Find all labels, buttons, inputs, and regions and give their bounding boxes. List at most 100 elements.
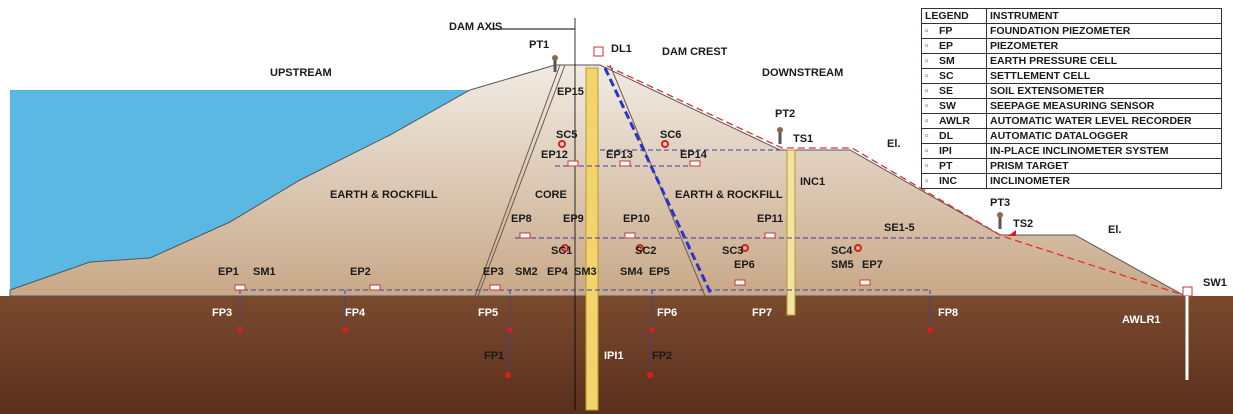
label: EP1	[218, 266, 239, 278]
legend-text: SOIL EXTENSOMETER	[990, 85, 1104, 97]
legend-icon: ▫	[925, 69, 939, 83]
label: SM5	[831, 259, 854, 271]
label: UPSTREAM	[270, 67, 332, 79]
legend-cell: AUTOMATIC WATER LEVEL RECORDER	[987, 114, 1222, 129]
legend-text: AUTOMATIC WATER LEVEL RECORDER	[990, 115, 1192, 127]
legend-row: ▫DL AUTOMATIC DATALOGGER	[922, 129, 1222, 144]
label: FP2	[652, 350, 672, 362]
legend-row: ▫IPI IN-PLACE INCLINOMETER SYSTEM	[922, 144, 1222, 159]
label: IPI1	[604, 350, 624, 362]
label: SC1	[551, 245, 572, 257]
legend-row: LEGEND INSTRUMENT	[922, 9, 1222, 24]
label: EP14	[680, 149, 708, 161]
legend-cell: ▫SC	[922, 69, 987, 84]
legend-cell: ▫SM	[922, 54, 987, 69]
legend-icon: ▫	[925, 99, 939, 113]
legend-cell: ▫INC	[922, 174, 987, 189]
label: DAM AXIS	[449, 21, 502, 33]
piezometer	[237, 327, 243, 333]
legend-cell: EARTH PRESSURE CELL	[987, 54, 1222, 69]
label: SM3	[574, 266, 597, 278]
page: DAM AXISPT1DL1DAM CRESTUPSTREAMDOWNSTREA…	[0, 0, 1233, 414]
label: SM4	[620, 266, 644, 278]
piezometer	[490, 285, 500, 290]
legend-cell: ▫SE	[922, 84, 987, 99]
legend-text: IPI	[939, 145, 952, 157]
legend-text: DL	[939, 130, 953, 142]
piezometer	[520, 233, 530, 238]
piezometer	[647, 372, 653, 378]
ipi-casing	[586, 68, 598, 410]
label: SE1-5	[884, 222, 915, 234]
label: SC2	[635, 245, 656, 257]
legend-icon: ▫	[925, 129, 939, 143]
legend-text: FOUNDATION PIEZOMETER	[990, 25, 1130, 37]
label: EP8	[511, 213, 532, 225]
label: EP3	[483, 266, 504, 278]
label: EP13	[606, 149, 633, 161]
legend-icon: ▫	[925, 174, 939, 188]
legend-cell: IN-PLACE INCLINOMETER SYSTEM	[987, 144, 1222, 159]
legend-text: INC	[939, 175, 957, 187]
legend-cell: PRISM TARGET	[987, 159, 1222, 174]
label: TS2	[1013, 218, 1033, 230]
label: AWLR1	[1122, 314, 1161, 326]
legend-cell: PIEZOMETER	[987, 39, 1222, 54]
label: SC6	[660, 129, 681, 141]
legend-cell: SEEPAGE MEASURING SENSOR	[987, 99, 1222, 114]
legend-cell: ▫AWLR	[922, 114, 987, 129]
label: SW1	[1203, 277, 1227, 289]
label: FP4	[345, 307, 366, 319]
label: SM1	[253, 266, 276, 278]
legend-icon: ▫	[925, 144, 939, 158]
label: EP12	[541, 149, 568, 161]
label: SC3	[722, 245, 743, 257]
legend-icon: ▫	[925, 114, 939, 128]
datalogger	[594, 47, 603, 56]
legend-icon: ▫	[925, 159, 939, 173]
prism-target	[997, 212, 1003, 218]
legend-icon: ▫	[925, 24, 939, 38]
legend-cell: LEGEND	[922, 9, 987, 24]
awlr	[1183, 287, 1192, 296]
legend-text: PRISM TARGET	[990, 160, 1069, 172]
piezometer	[620, 161, 630, 166]
legend-text: AUTOMATIC DATALOGGER	[990, 130, 1128, 142]
prism-target	[552, 55, 558, 61]
piezometer	[765, 233, 775, 238]
piezometer	[370, 285, 380, 290]
legend-text: IN-PLACE INCLINOMETER SYSTEM	[990, 145, 1169, 157]
legend-text: SETTLEMENT CELL	[990, 70, 1090, 82]
legend-text: EP	[939, 40, 953, 52]
piezometer	[927, 327, 933, 333]
label: SM2	[515, 266, 538, 278]
label: EP11	[757, 213, 783, 225]
label: EP7	[862, 259, 883, 271]
label: PT1	[529, 39, 549, 51]
label: EP15	[557, 86, 584, 98]
legend-cell: INCLINOMETER	[987, 174, 1222, 189]
label: INC1	[800, 176, 825, 188]
piezometer	[235, 285, 245, 290]
legend-text: PT	[939, 160, 952, 172]
legend-cell: FOUNDATION PIEZOMETER	[987, 24, 1222, 39]
label: FP3	[212, 307, 232, 319]
legend-text: LEGEND	[925, 10, 969, 22]
label: EP9	[563, 213, 584, 225]
legend-text: EARTH PRESSURE CELL	[990, 55, 1117, 67]
legend-cell: INSTRUMENT	[987, 9, 1222, 24]
legend-text: SEEPAGE MEASURING SENSOR	[990, 100, 1154, 112]
label: EARTH & ROCKFILL	[675, 189, 783, 201]
legend-cell: ▫EP	[922, 39, 987, 54]
legend-row: ▫SCSETTLEMENT CELL	[922, 69, 1222, 84]
label: FP8	[938, 307, 958, 319]
label: DAM CREST	[662, 46, 728, 58]
label: FP5	[478, 307, 498, 319]
label: EP5	[649, 266, 670, 278]
label: EARTH & ROCKFILL	[330, 189, 438, 201]
